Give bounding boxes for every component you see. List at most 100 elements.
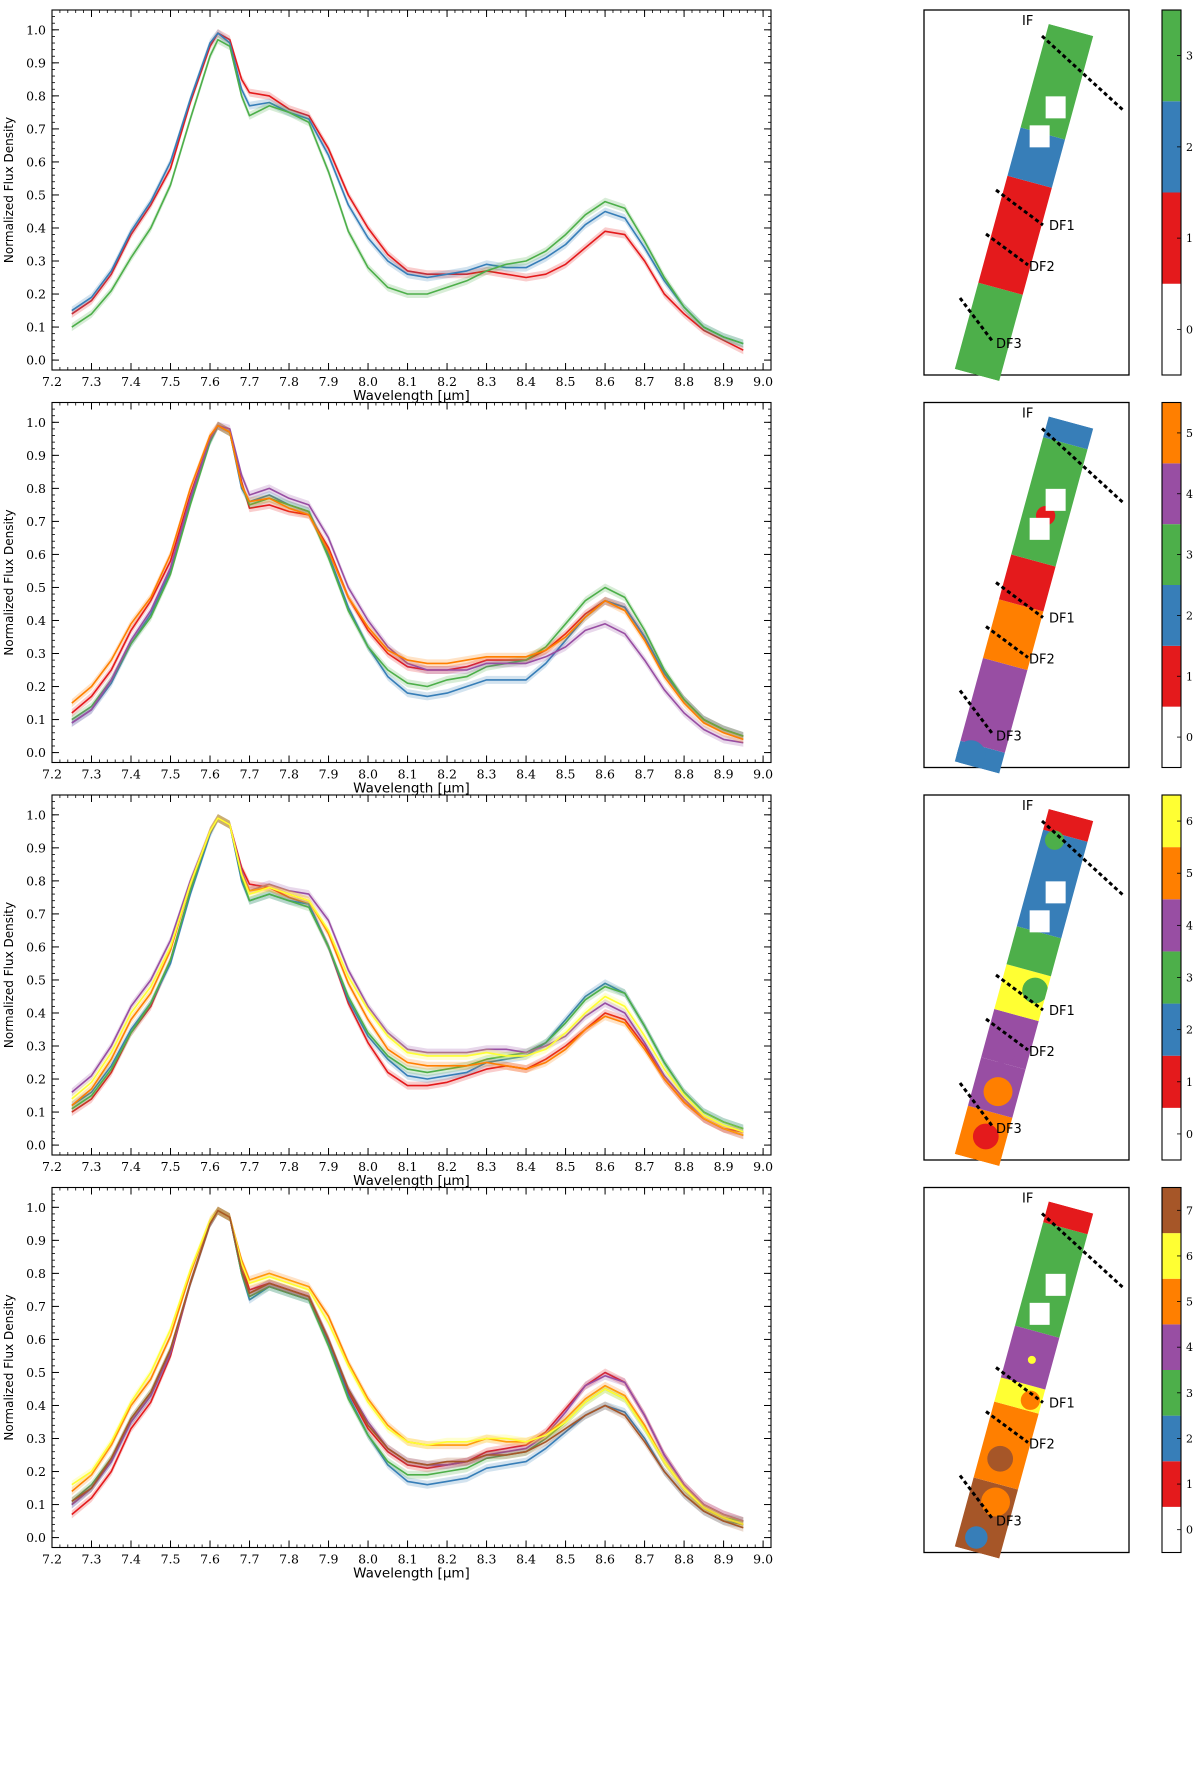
y-tick-label: 0.5 xyxy=(26,187,46,202)
filament-dashed-line xyxy=(995,1366,1044,1404)
colorbar-tick-label: 2 xyxy=(1186,1432,1193,1445)
x-tick-label: 8.1 xyxy=(398,767,418,782)
x-tick-label: 8.4 xyxy=(516,1552,536,1567)
y-tick-label: 0.5 xyxy=(26,580,46,595)
filament-dashed-line xyxy=(958,689,995,736)
masked-pixel-square xyxy=(1045,881,1066,904)
x-tick-label: 7.7 xyxy=(240,767,260,782)
colorbar-tick-label: 6 xyxy=(1186,815,1193,828)
y-tick-label: 0.1 xyxy=(26,1497,46,1512)
slit-map-panel-3: IF DF1 DF2 DF3 0 1 2 3 4 5 6 xyxy=(923,794,1193,1167)
y-tick-label: 1.0 xyxy=(26,1200,46,1215)
colorbar-tick-label: 2 xyxy=(1186,609,1193,622)
label-df1: DF1 xyxy=(1049,1397,1075,1412)
colorbar-tick-label: 2 xyxy=(1186,141,1193,154)
x-tick-label: 7.9 xyxy=(319,1159,339,1174)
y-tick-label: 0.9 xyxy=(26,840,46,855)
x-tick-label: 7.6 xyxy=(200,1552,220,1567)
label-df2: DF2 xyxy=(1029,260,1055,275)
series-3-line xyxy=(71,424,744,737)
label-df3: DF3 xyxy=(996,1122,1022,1137)
x-tick-label: 8.2 xyxy=(437,374,457,389)
label-df3: DF3 xyxy=(996,337,1022,352)
x-tick-label: 7.5 xyxy=(161,374,181,389)
series-5-uncertainty-band xyxy=(71,814,744,1140)
x-tick-label: 8.5 xyxy=(556,1552,576,1567)
x-tick-label: 7.4 xyxy=(121,374,141,389)
y-tick-label: 0.7 xyxy=(26,906,46,921)
label-df2: DF2 xyxy=(1029,1438,1055,1453)
colorbar-tick-label: 0 xyxy=(1186,323,1193,336)
x-tick-label: 8.0 xyxy=(358,1552,378,1567)
x-axis-label: Wavelength [μm] xyxy=(353,388,470,404)
x-tick-label: 8.6 xyxy=(595,374,615,389)
x-tick-label: 8.9 xyxy=(714,1159,734,1174)
x-tick-label: 8.4 xyxy=(516,374,536,389)
chart-panel-3: 7.2 7.3 7.4 7.5 7.6 7.7 7.8 7.9 8.0 8.1 8.2 8.3 8.4 8… xyxy=(2,794,773,1189)
chart-panel-2: 7.2 7.3 7.4 7.5 7.6 7.7 7.8 7.9 8.0 8.1 8.2 8.3 8.4 8… xyxy=(2,401,773,797)
x-tick-label: 8.4 xyxy=(516,1159,536,1174)
x-tick-label: 7.7 xyxy=(240,374,260,389)
y-tick-label: 1.0 xyxy=(26,22,46,37)
colorbar-cell-2 xyxy=(1162,101,1181,193)
x-tick-label: 7.4 xyxy=(121,767,141,782)
filament-dashed-line xyxy=(1040,1212,1125,1289)
x-tick-label: 7.8 xyxy=(279,767,299,782)
colorbar-cell-2 xyxy=(1162,1415,1181,1462)
colorbar-cell-0 xyxy=(1162,1107,1181,1160)
y-tick-label: 0.2 xyxy=(26,1072,46,1087)
x-tick-label: 8.5 xyxy=(556,1159,576,1174)
y-tick-label: 0.9 xyxy=(26,55,46,70)
colorbar-tick-label: 0 xyxy=(1186,731,1193,744)
x-tick-label: 7.2 xyxy=(42,374,62,389)
slit-map-panel-1: IF DF1 DF2 DF3 0 1 2 3 xyxy=(923,9,1193,382)
colorbar-cell-0 xyxy=(1162,706,1181,768)
x-tick-label: 7.6 xyxy=(200,1159,220,1174)
y-tick-label: 0.0 xyxy=(26,1530,46,1545)
x-tick-label: 8.1 xyxy=(398,374,418,389)
slit-map-panel-4: IF DF1 DF2 DF3 0 1 2 3 4 5 6 7 xyxy=(923,1186,1193,1559)
colorbar-tick-label: 3 xyxy=(1186,549,1193,562)
y-tick-label: 0.0 xyxy=(26,1138,46,1153)
colorbar-cell-5 xyxy=(1162,1278,1181,1325)
colorbar-cell-0 xyxy=(1162,283,1181,375)
masked-pixel-square xyxy=(1045,96,1066,119)
x-tick-label: 8.1 xyxy=(398,1552,418,1567)
x-tick-label: 8.9 xyxy=(714,1552,734,1567)
x-tick-label: 7.3 xyxy=(82,374,102,389)
slit-blob-cluster-7 xyxy=(987,1445,1014,1472)
x-tick-label: 7.4 xyxy=(121,1159,141,1174)
label-df1: DF1 xyxy=(1049,612,1075,627)
x-tick-label: 8.7 xyxy=(635,374,655,389)
y-tick-label: 0.7 xyxy=(26,121,46,136)
colorbar-tick-label: 0 xyxy=(1186,1524,1193,1537)
colorbar-cell-4 xyxy=(1162,463,1181,525)
colorbar-cell-2 xyxy=(1162,585,1181,646)
filament-dashed-line xyxy=(958,1082,995,1128)
colorbar-tick-label: 1 xyxy=(1186,1478,1193,1491)
x-tick-label: 7.9 xyxy=(319,1552,339,1567)
plot-frame xyxy=(51,9,772,371)
colorbar-tick-label: 5 xyxy=(1186,1296,1193,1309)
series-2-line xyxy=(71,32,744,345)
y-tick-label: 0.2 xyxy=(26,679,46,694)
colorbar-cell-5 xyxy=(1162,402,1181,464)
x-tick-label: 8.3 xyxy=(477,1552,497,1567)
colorbar-cell-5 xyxy=(1162,847,1181,900)
slit-region-cluster-2 xyxy=(1038,416,1094,451)
y-axis-label: Normalized Flux Density xyxy=(2,1294,16,1440)
x-tick-label: 7.7 xyxy=(240,1552,260,1567)
colorbar-cell-3 xyxy=(1162,1370,1181,1416)
y-tick-label: 0.6 xyxy=(26,154,46,169)
slit-region-cluster-3 xyxy=(1002,925,1066,978)
colorbar-cell-4 xyxy=(1162,899,1181,952)
label-if: IF xyxy=(1022,1192,1033,1207)
label-df1: DF1 xyxy=(1049,1004,1075,1019)
filament-dashed-line xyxy=(1040,34,1125,112)
x-tick-label: 7.3 xyxy=(82,767,102,782)
y-axis-label: Normalized Flux Density xyxy=(2,117,16,263)
slit-map-panel-2: IF DF1 DF2 DF3 0 1 2 3 4 5 xyxy=(923,401,1193,774)
x-tick-label: 8.3 xyxy=(477,374,497,389)
x-tick-label: 7.6 xyxy=(200,374,220,389)
x-tick-label: 8.0 xyxy=(358,374,378,389)
